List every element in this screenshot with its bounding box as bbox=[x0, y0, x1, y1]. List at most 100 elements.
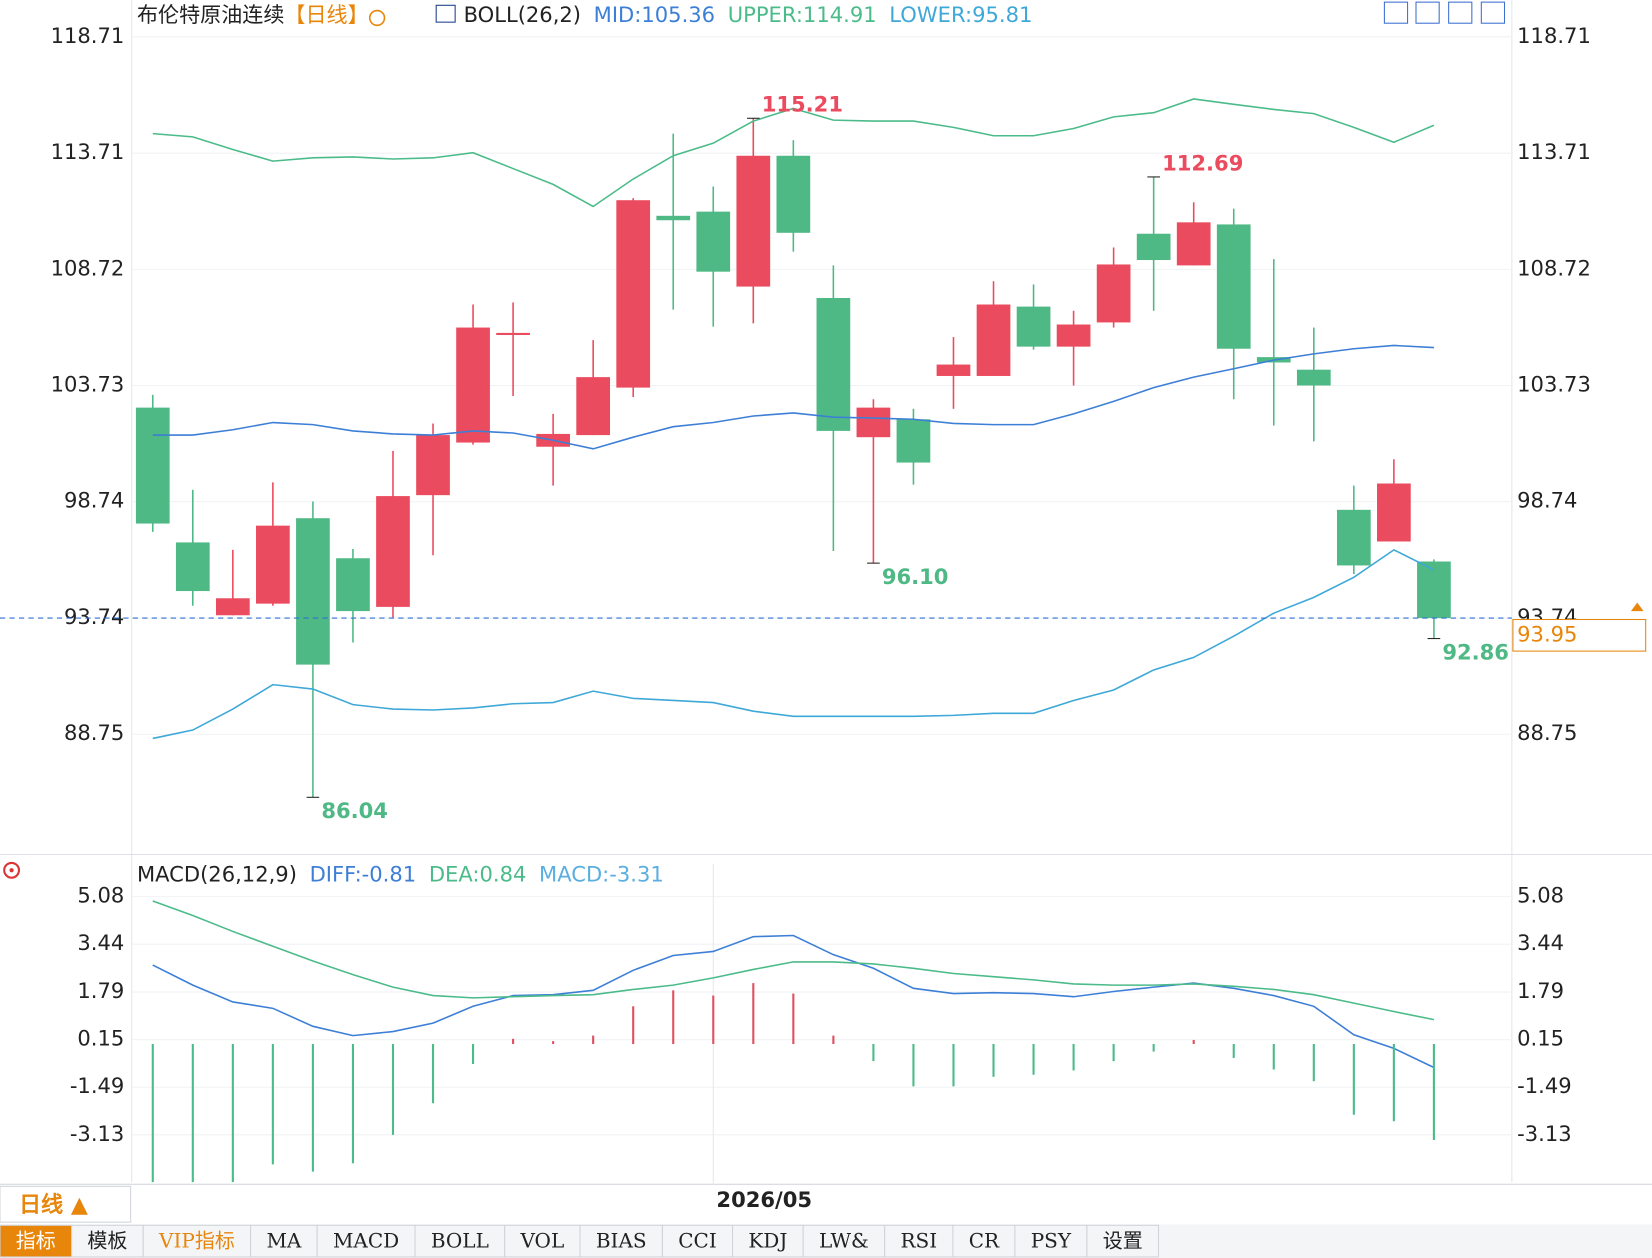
candle-body bbox=[1216, 224, 1251, 349]
legend-entry: UPPER:114.91 bbox=[728, 2, 877, 27]
tab-label[interactable]: VIP指标 bbox=[158, 1229, 235, 1253]
tab[interactable]: VIP指标 bbox=[142, 1224, 252, 1258]
y-tick-label-right: 98.74 bbox=[1517, 488, 1577, 513]
candle-body bbox=[816, 297, 851, 431]
candle-body bbox=[616, 200, 651, 388]
candle-body bbox=[1136, 233, 1171, 261]
candle-body bbox=[1056, 324, 1091, 347]
candle-body bbox=[416, 435, 450, 496]
y-tick-label-right: 5.08 bbox=[1517, 883, 1564, 908]
indicator-name: MACD(26,12,9) bbox=[137, 862, 297, 887]
candle-body bbox=[1016, 306, 1051, 347]
tab-label[interactable]: CR bbox=[969, 1229, 1000, 1253]
tab[interactable]: PSY bbox=[1014, 1224, 1088, 1258]
tab[interactable]: BOLL bbox=[414, 1224, 506, 1258]
candle-body bbox=[776, 155, 811, 233]
x-tick-label: 2026/05 bbox=[716, 1187, 812, 1212]
tab[interactable]: BIAS bbox=[579, 1224, 663, 1258]
last-price-box bbox=[1512, 618, 1647, 652]
period-box[interactable] bbox=[0, 1185, 132, 1223]
tab-label[interactable]: BOLL bbox=[431, 1229, 489, 1253]
tab[interactable]: 设置 bbox=[1086, 1224, 1160, 1258]
tab[interactable]: CCI bbox=[661, 1224, 734, 1258]
y-tick-label: 1.79 bbox=[77, 978, 124, 1003]
y-tick-label-right: -1.49 bbox=[1517, 1073, 1572, 1098]
band-line bbox=[152, 98, 1435, 208]
extreme-label: 86.04 bbox=[321, 798, 388, 823]
y-tick-label: 3.44 bbox=[77, 930, 124, 955]
crosshair-icon-dot bbox=[9, 868, 14, 873]
tab[interactable]: RSI bbox=[884, 1224, 954, 1258]
tab-label[interactable]: VOL bbox=[519, 1229, 564, 1253]
icon[interactable] bbox=[1415, 1, 1440, 24]
tab-label[interactable]: CCI bbox=[678, 1229, 717, 1253]
candle-body bbox=[896, 419, 931, 463]
candle-body bbox=[135, 407, 170, 524]
tab-label[interactable]: 设置 bbox=[1103, 1229, 1143, 1253]
icon[interactable] bbox=[1480, 1, 1506, 24]
candle-body bbox=[296, 518, 330, 665]
tab-bg bbox=[414, 1224, 506, 1258]
tab[interactable]: KDJ bbox=[732, 1224, 804, 1258]
band-line bbox=[152, 344, 1434, 450]
tab-bg bbox=[250, 1224, 318, 1258]
macd-line bbox=[152, 934, 1435, 1069]
candle-body bbox=[1377, 483, 1411, 542]
tab-bg bbox=[316, 1224, 416, 1258]
tab-label[interactable]: PSY bbox=[1031, 1229, 1072, 1253]
macd-line bbox=[152, 900, 1435, 1021]
tab-label[interactable]: LW& bbox=[819, 1229, 869, 1253]
icon[interactable] bbox=[1448, 1, 1473, 24]
y-tick-label-right: 3.44 bbox=[1517, 930, 1564, 955]
extreme-label: 112.69 bbox=[1162, 150, 1243, 175]
candle-body bbox=[456, 327, 490, 443]
y-tick-label-right: 118.71 bbox=[1517, 23, 1591, 48]
y-tick-label: 113.71 bbox=[51, 139, 125, 164]
y-tick-label-right: 108.72 bbox=[1517, 255, 1591, 280]
tab[interactable]: MA bbox=[250, 1224, 318, 1258]
zoom-icon[interactable] bbox=[368, 9, 386, 27]
tab-label[interactable]: MACD bbox=[333, 1229, 399, 1253]
extreme-label: 96.10 bbox=[882, 564, 949, 589]
tab-label[interactable]: 模板 bbox=[87, 1229, 127, 1253]
extreme-label: 115.21 bbox=[762, 92, 843, 117]
tab[interactable]: MACD bbox=[316, 1224, 416, 1258]
tab[interactable]: 模板 bbox=[71, 1224, 144, 1258]
tab-bg bbox=[802, 1224, 886, 1258]
tab-bg bbox=[884, 1224, 954, 1258]
tab-bg bbox=[0, 1224, 73, 1258]
legend-entry: MACD:-3.31 bbox=[539, 862, 664, 887]
tab-bg bbox=[952, 1224, 1016, 1258]
candle-body bbox=[976, 304, 1011, 376]
crosshair-icon[interactable] bbox=[3, 861, 21, 879]
tab-label[interactable]: 指标 bbox=[16, 1229, 56, 1253]
indicator-icon[interactable] bbox=[435, 4, 456, 23]
legend-entry: MID:105.36 bbox=[594, 2, 715, 27]
legend-entry: LOWER:95.81 bbox=[889, 2, 1032, 27]
band-line bbox=[152, 548, 1435, 740]
tab-label[interactable]: KDJ bbox=[748, 1229, 787, 1253]
candle-body bbox=[1336, 509, 1371, 566]
tab-label[interactable]: BIAS bbox=[596, 1229, 647, 1253]
tab[interactable]: 指标 bbox=[0, 1224, 73, 1258]
candle-body bbox=[656, 215, 691, 221]
candle-body bbox=[936, 364, 971, 376]
tab-label[interactable]: RSI bbox=[900, 1229, 937, 1253]
period-selector[interactable]: 日线 ▲ bbox=[19, 1192, 88, 1218]
toolbar-icons[interactable] bbox=[1383, 1, 1506, 24]
tab-label[interactable]: MA bbox=[266, 1229, 301, 1253]
y-tick-label: 88.75 bbox=[64, 720, 124, 745]
tab[interactable]: VOL bbox=[504, 1224, 581, 1258]
y-tick-label: -1.49 bbox=[70, 1073, 125, 1098]
y-tick-label-right: 0.15 bbox=[1517, 1026, 1564, 1051]
tab[interactable]: CR bbox=[952, 1224, 1016, 1258]
candle-body bbox=[1096, 264, 1131, 323]
tab-bg bbox=[1086, 1224, 1160, 1258]
y-tick-label-right: 113.71 bbox=[1517, 139, 1591, 164]
y-tick-label: 93.74 bbox=[64, 604, 124, 629]
tab[interactable]: LW& bbox=[802, 1224, 886, 1258]
candle-body bbox=[736, 155, 771, 287]
candle-body bbox=[856, 407, 891, 438]
icon[interactable] bbox=[1383, 1, 1409, 24]
indicator-name: BOLL(26,2) bbox=[464, 2, 581, 27]
